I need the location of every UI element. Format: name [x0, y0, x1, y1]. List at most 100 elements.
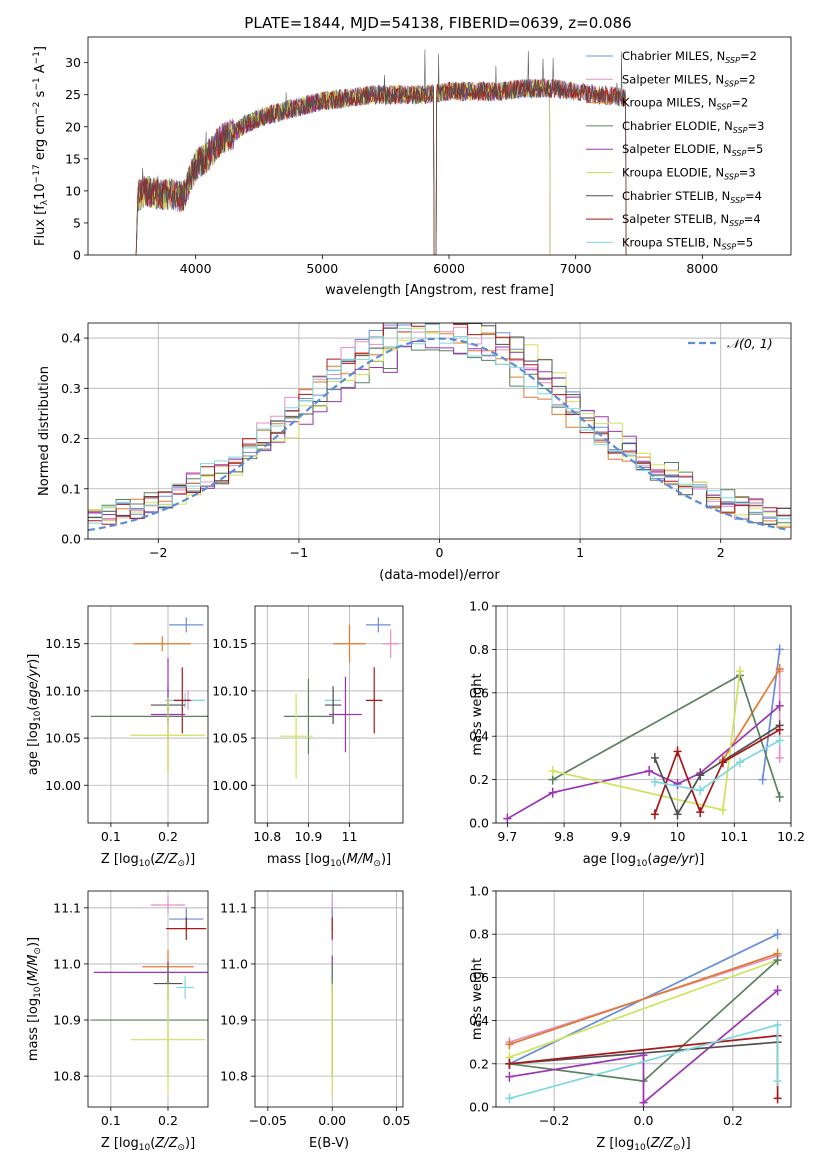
label-part: Z [log: [101, 1136, 139, 1151]
figure-title: PLATE=1844, MJD=54138, FIBERID=0639, z=0…: [244, 14, 631, 32]
y-tick-label: 10.10: [45, 683, 81, 698]
label-part: (: [647, 852, 652, 867]
label-part: age/yr: [26, 662, 41, 705]
plot-area-residual-hist: [88, 323, 791, 532]
y-tick-label: 0.6: [469, 970, 489, 985]
y-tick-label: 0.2: [469, 1056, 489, 1071]
legend-label-suffix: =4: [745, 189, 762, 203]
x-axis-label: E(B-V): [309, 1136, 349, 1151]
label-part: 10: [636, 859, 648, 869]
x-axis-label: Z [log10(Z/Z⊙)]: [101, 852, 195, 869]
x-tick-label: 7000: [560, 261, 592, 276]
y-tick-label: 0: [73, 248, 81, 263]
label-part: ⊙: [33, 947, 43, 955]
y-tick-label: 11.1: [220, 900, 248, 915]
plot-area-spectrum: [135, 49, 627, 255]
y-tick-label: 15: [65, 151, 81, 166]
label-part: )]: [381, 852, 391, 867]
y-tick-label: 10.05: [212, 731, 248, 746]
x-tick-label: 10.8: [253, 829, 281, 844]
spectrum-line-chabrier-stelib: [135, 49, 627, 255]
label-part: 10: [33, 183, 48, 200]
axes-frame: [87, 605, 209, 824]
x-tick-label: 8000: [686, 261, 718, 276]
label-part: erg cm: [33, 115, 48, 164]
legend-label-suffix: =4: [744, 212, 761, 226]
x-tick-label: 9.9: [611, 829, 631, 844]
panel-residual-hist: −2 −1 0 1 2 0.0 0.1 0.2 0.3 0.4 𝒩(0, 1) Normed dist…: [37, 322, 792, 583]
legend-label-sub: SSP: [722, 242, 737, 251]
label-part: mass [log: [267, 852, 330, 867]
y-tick-label: 0.4: [469, 1013, 489, 1028]
panel-age-vs-mass: 10.8 10.9 11 10.00 10.05 10.10 10.15 mass [log1…: [212, 605, 404, 869]
plot-area-weight-vs-age: [503, 644, 784, 823]
legend-label-kroupa-miles: Kroupa MILES, NSSP=2: [622, 96, 748, 112]
plot-area-age-vs-mass: [279, 617, 399, 779]
normal-curve: [88, 337, 789, 532]
legend-label-sub: SSP: [717, 103, 732, 112]
label-part: ⊙: [673, 1143, 681, 1153]
y-tick-label: 0.8: [469, 642, 489, 657]
label-part: ⊙: [177, 859, 185, 869]
label-part: (: [26, 706, 41, 711]
label-part: −1: [32, 51, 42, 64]
legend-label-text: Kroupa ELODIE, N: [622, 166, 724, 180]
legend-label-text: Chabrier STELIB, N: [622, 189, 730, 203]
label-part: 10: [139, 859, 151, 869]
label-part: age [log: [26, 722, 41, 775]
y-axis-label: Flux [fλ10−17 erg cm−2 s−1 A−1]: [32, 46, 50, 246]
x-axis-label: wavelength [Angstrom, rest frame]: [325, 283, 554, 298]
x-tick-label: 0.05: [383, 1113, 411, 1128]
weight-line-chabrier-stelib: [654, 724, 781, 817]
label-part: M/M: [347, 852, 374, 867]
x-tick-label: 1: [576, 545, 584, 560]
legend-label-chabrier-miles: Chabrier MILES, NSSP=2: [622, 49, 757, 65]
x-tick-label: 4000: [180, 261, 212, 276]
y-tick-label: 0.8: [469, 927, 489, 942]
legend-label-suffix: =3: [748, 119, 765, 133]
x-tick-label: 6000: [433, 261, 465, 276]
y-axis-label: Normed distribution: [37, 366, 52, 496]
legend-label-suffix: =2: [731, 96, 748, 110]
plot-area-age-vs-Z: [90, 617, 208, 773]
y-tick-label: 30: [65, 55, 81, 70]
label-part: Z/Z: [154, 1136, 178, 1151]
x-tick-label: 0.1: [101, 829, 121, 844]
axes-frame: [254, 605, 404, 824]
label-part: (: [150, 1136, 155, 1151]
label-part: (: [26, 981, 41, 986]
y-tick-label: 0.6: [469, 685, 489, 700]
label-part: )]: [185, 1136, 195, 1151]
legend-label-kroupa-stelib: Kroupa STELIB, NSSP=5: [622, 235, 753, 251]
y-tick-label: 10.8: [53, 1069, 81, 1084]
label-part: M/M: [26, 955, 41, 982]
x-axis-label: Z [log10(Z/Z⊙)]: [596, 1136, 690, 1153]
legend-label-salpeter-elodie: Salpeter ELODIE, NSSP=5: [622, 142, 763, 158]
x-axis-label: Z [log10(Z/Z⊙)]: [101, 1136, 195, 1153]
label-part: Flux [f: [33, 205, 48, 246]
x-tick-label: −0.2: [539, 1113, 569, 1128]
legend-label-sub: SSP: [725, 56, 740, 65]
label-part: s: [33, 90, 48, 101]
x-axis-label: (data-model)/error: [379, 568, 500, 583]
spectrum-line-salpeter-miles: [135, 78, 627, 255]
label-part: (: [150, 852, 155, 867]
label-part: mass [log: [26, 998, 41, 1061]
weight-line-salpeter-elodie: [509, 989, 779, 1105]
y-tick-label: 20: [65, 119, 81, 134]
label-part: −2: [32, 102, 42, 115]
legend-label-suffix: =3: [739, 166, 756, 180]
legend-label-text: Salpeter ELODIE, N: [622, 142, 732, 156]
y-tick-label: 25: [65, 87, 81, 102]
label-part: 10: [33, 986, 43, 998]
x-tick-label: 2: [717, 545, 725, 560]
legend-label-chabrier-stelib: Chabrier STELIB, NSSP=4: [622, 189, 762, 205]
axes-frame: [87, 890, 209, 1108]
y-axis-label: mass weight: [470, 673, 485, 755]
legend-label-sub: SSP: [733, 126, 748, 135]
weight-line-kroupa-stelib: [654, 739, 781, 792]
label-part: Z/Z: [154, 852, 178, 867]
legend-label-text: Salpeter MILES, N: [622, 72, 724, 86]
label-part: λ: [40, 199, 50, 205]
